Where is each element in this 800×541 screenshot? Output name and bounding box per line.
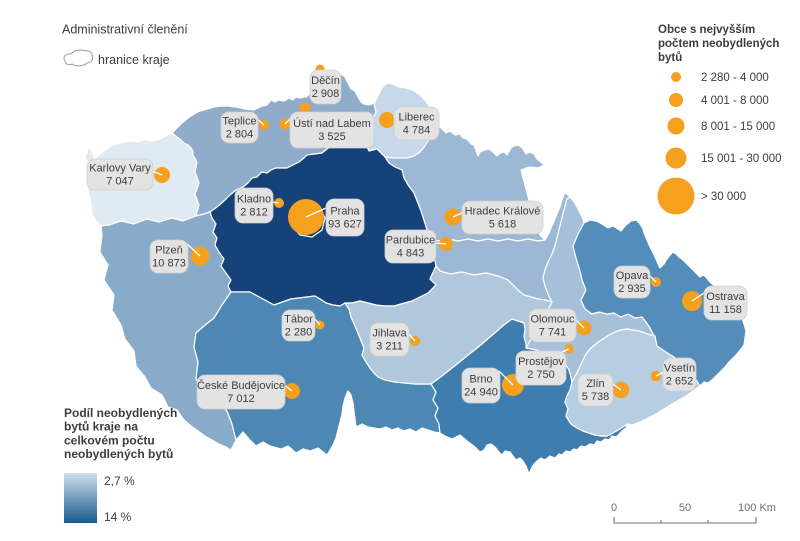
svg-text:15 001 - 30 000: 15 001 - 30 000 [701, 153, 782, 165]
svg-text:4 784: 4 784 [403, 125, 431, 137]
svg-text:Olomouc: Olomouc [530, 314, 575, 326]
svg-text:Teplice: Teplice [222, 116, 256, 128]
svg-text:bytů kraje na: bytů kraje na [64, 420, 138, 434]
svg-text:Administrativní členění: Administrativní členění [62, 23, 188, 37]
svg-text:5 618: 5 618 [489, 219, 517, 231]
svg-text:4 001 - 8 000: 4 001 - 8 000 [701, 95, 769, 107]
svg-text:93 627: 93 627 [328, 219, 362, 231]
svg-text:Karlovy Vary: Karlovy Vary [89, 163, 151, 175]
svg-text:Liberec: Liberec [398, 112, 435, 124]
svg-text:bytů: bytů [658, 52, 682, 64]
svg-text:> 30 000: > 30 000 [701, 191, 746, 203]
svg-text:Ostrava: Ostrava [706, 291, 745, 303]
svg-text:7 047: 7 047 [106, 176, 134, 188]
svg-text:0: 0 [611, 502, 617, 514]
svg-text:2 908: 2 908 [312, 88, 340, 100]
svg-text:Ústí nad Labem: Ústí nad Labem [293, 117, 371, 130]
svg-text:2 280: 2 280 [285, 327, 313, 339]
svg-text:3 525: 3 525 [318, 131, 346, 143]
svg-text:2 804: 2 804 [226, 129, 254, 141]
svg-text:5 738: 5 738 [582, 391, 610, 403]
svg-text:Pardubice: Pardubice [386, 235, 436, 247]
svg-text:Prostějov: Prostějov [518, 356, 564, 368]
svg-text:Obce s nejvyšším: Obce s nejvyšším [658, 24, 755, 36]
svg-text:Opava: Opava [616, 270, 649, 282]
svg-text:100 Km: 100 Km [738, 502, 776, 514]
svg-text:neobydlených bytů: neobydlených bytů [64, 447, 173, 461]
svg-text:Podíl neobydlených: Podíl neobydlených [64, 406, 177, 420]
svg-text:Praha: Praha [330, 206, 360, 218]
svg-text:Hradec Králové: Hradec Králové [465, 206, 541, 218]
svg-text:24 940: 24 940 [464, 387, 498, 399]
svg-text:Kladno: Kladno [237, 194, 271, 206]
svg-text:celkovém počtu: celkovém počtu [64, 433, 155, 447]
svg-text:2 652: 2 652 [666, 376, 694, 388]
svg-text:Brno: Brno [469, 374, 492, 386]
svg-text:8 001 - 15 000: 8 001 - 15 000 [701, 121, 775, 133]
svg-text:11 158: 11 158 [709, 304, 742, 316]
svg-text:3 211: 3 211 [376, 341, 403, 353]
svg-text:České Budějovice: České Budějovice [197, 379, 285, 392]
svg-text:7 012: 7 012 [227, 393, 255, 405]
svg-text:4 843: 4 843 [397, 248, 425, 260]
svg-text:Jihlava: Jihlava [372, 328, 407, 340]
svg-text:Vsetín: Vsetín [664, 363, 695, 375]
svg-text:počtem neobydlených: počtem neobydlených [658, 38, 779, 50]
svg-text:2 935: 2 935 [618, 283, 646, 295]
svg-text:7 741: 7 741 [539, 327, 567, 339]
svg-text:50: 50 [679, 502, 691, 514]
svg-text:2 280 - 4 000: 2 280 - 4 000 [701, 72, 769, 84]
svg-text:14 %: 14 % [104, 510, 132, 524]
svg-text:Plzeň: Plzeň [155, 245, 183, 257]
svg-text:2,7 %: 2,7 % [104, 474, 135, 488]
svg-text:Tábor: Tábor [284, 314, 313, 326]
svg-text:10 873: 10 873 [152, 258, 186, 270]
svg-text:Zlín: Zlín [586, 378, 604, 390]
svg-text:hranice kraje: hranice kraje [98, 53, 170, 67]
svg-text:2 812: 2 812 [240, 207, 268, 219]
svg-text:2 750: 2 750 [527, 369, 555, 381]
svg-text:Děčín: Děčín [311, 75, 340, 87]
